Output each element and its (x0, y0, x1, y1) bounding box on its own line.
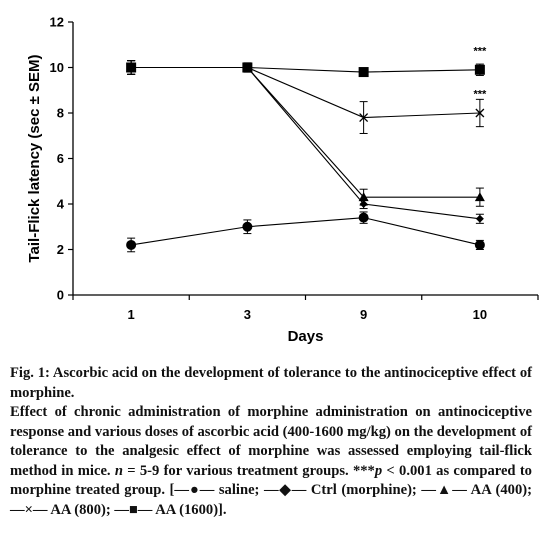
series-line-circle (131, 217, 481, 246)
caption-body-part-3: < 0.001 as compared to morphine treated … (10, 462, 532, 518)
x-tick-label: 1 (128, 307, 135, 322)
data-point-circle (358, 212, 369, 223)
caption-body-part-1: Effect of chronic administration of morp… (10, 404, 532, 479)
data-point-x (475, 108, 485, 118)
y-tick-label: 8 (57, 106, 64, 121)
series-line-triangle (131, 66, 480, 198)
y-tick-label: 0 (57, 288, 64, 303)
series-line-diamond (131, 66, 480, 220)
series-line-square (131, 66, 480, 73)
x-axis-title: Days (288, 328, 324, 345)
data-point-circle (242, 221, 253, 232)
x-tick-label: 10 (473, 307, 487, 322)
chart-container: 0 2 4 6 8 10 12 1 3 9 10 Days Tail-Flick latency (se… (26, 15, 539, 345)
y-tick-label: 6 (57, 151, 64, 166)
caption-n-symbol: n (114, 462, 123, 479)
significance-label: *** (473, 45, 487, 57)
data-point-triangle (474, 192, 485, 202)
caption-body: Effect of chronic administration of morp… (10, 403, 532, 520)
series-line-x (131, 66, 480, 119)
y-tick-label: 10 (50, 60, 64, 75)
data-point-triangle (358, 192, 369, 202)
data-point-x (359, 113, 369, 123)
data-point-square (474, 64, 485, 75)
significance-label: *** (473, 89, 487, 101)
caption-body-part-2: = 5-9 for various treatment groups. *** (122, 462, 375, 479)
x-tick-label: 3 (244, 307, 251, 322)
data-point-square (358, 67, 369, 78)
caption-title: Fig. 1: Ascorbic acid on the development… (10, 365, 532, 401)
y-axis-title: Tail-Flick latency (sec ± SEM) (26, 54, 43, 262)
y-tick-label: 4 (57, 197, 65, 212)
data-point-square (126, 62, 137, 73)
y-tick-label: 12 (50, 15, 64, 30)
x-tick-label: 9 (360, 307, 367, 322)
data-point-square (242, 62, 253, 73)
figure-caption: Fig. 1: Ascorbic acid on the development… (10, 364, 532, 520)
data-point-circle (474, 239, 485, 250)
y-tick-label: 2 (57, 242, 64, 257)
caption-p-symbol: p (374, 462, 383, 479)
line-chart: 0 2 4 6 8 10 12 1 3 9 10 Days Tail-Flick latency (se… (26, 15, 539, 345)
data-point-diamond (475, 214, 484, 223)
data-point-circle (126, 239, 137, 250)
